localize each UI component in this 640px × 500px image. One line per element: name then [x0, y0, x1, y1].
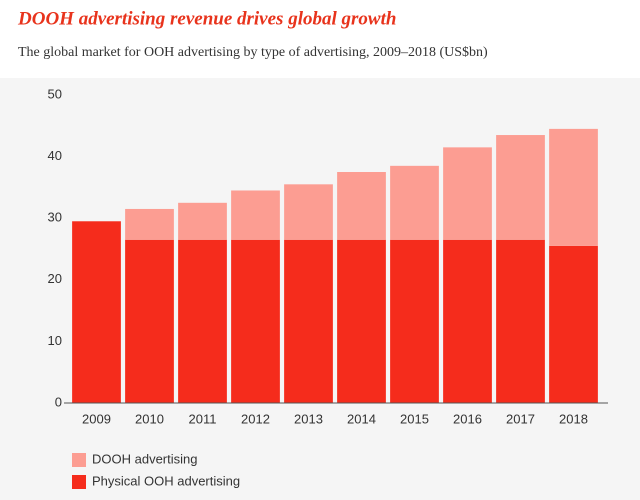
legend-swatch: [72, 453, 86, 467]
y-tick-label: 50: [48, 86, 62, 101]
bar-segment: [549, 245, 598, 403]
x-tick-label: 2014: [347, 411, 376, 426]
bar-segment: [496, 239, 545, 403]
bar-segment: [390, 239, 439, 403]
bar-segment: [284, 239, 333, 403]
chart-title: DOOH advertising revenue drives global g…: [17, 8, 396, 29]
y-tick-label: 40: [48, 148, 62, 163]
bar-segment: [125, 239, 174, 403]
x-tick-label: 2009: [82, 411, 111, 426]
x-tick-label: 2018: [559, 411, 588, 426]
bar-segment: [125, 208, 174, 240]
y-tick-label: 10: [48, 333, 62, 348]
bar-segment: [337, 239, 386, 403]
x-tick-label: 2011: [189, 411, 217, 426]
bar-segment: [284, 184, 333, 240]
bar-segment: [390, 165, 439, 240]
y-tick-label: 20: [48, 271, 62, 286]
legend-label: Physical OOH advertising: [92, 473, 240, 488]
bar-segment: [443, 239, 492, 403]
bar-segment: [178, 239, 227, 403]
y-tick-label: 0: [55, 394, 62, 409]
legend-swatch: [72, 475, 86, 489]
bar-segment: [72, 221, 121, 403]
x-tick-label: 2016: [453, 411, 482, 426]
bar-segment: [231, 190, 280, 240]
x-tick-label: 2015: [400, 411, 429, 426]
bar-segment: [231, 239, 280, 403]
bar-segment: [337, 172, 386, 240]
x-tick-label: 2013: [294, 411, 323, 426]
bar-segment: [549, 128, 598, 246]
x-tick-label: 2017: [506, 411, 535, 426]
y-tick-label: 30: [48, 210, 62, 225]
legend-label: DOOH advertising: [92, 451, 197, 466]
x-tick-label: 2012: [241, 411, 270, 426]
bar-segment: [496, 135, 545, 240]
bar-segment: [443, 147, 492, 240]
chart-subtitle: The global market for OOH advertising by…: [18, 45, 488, 60]
bar-segment: [178, 202, 227, 240]
x-tick-label: 2010: [135, 411, 164, 426]
